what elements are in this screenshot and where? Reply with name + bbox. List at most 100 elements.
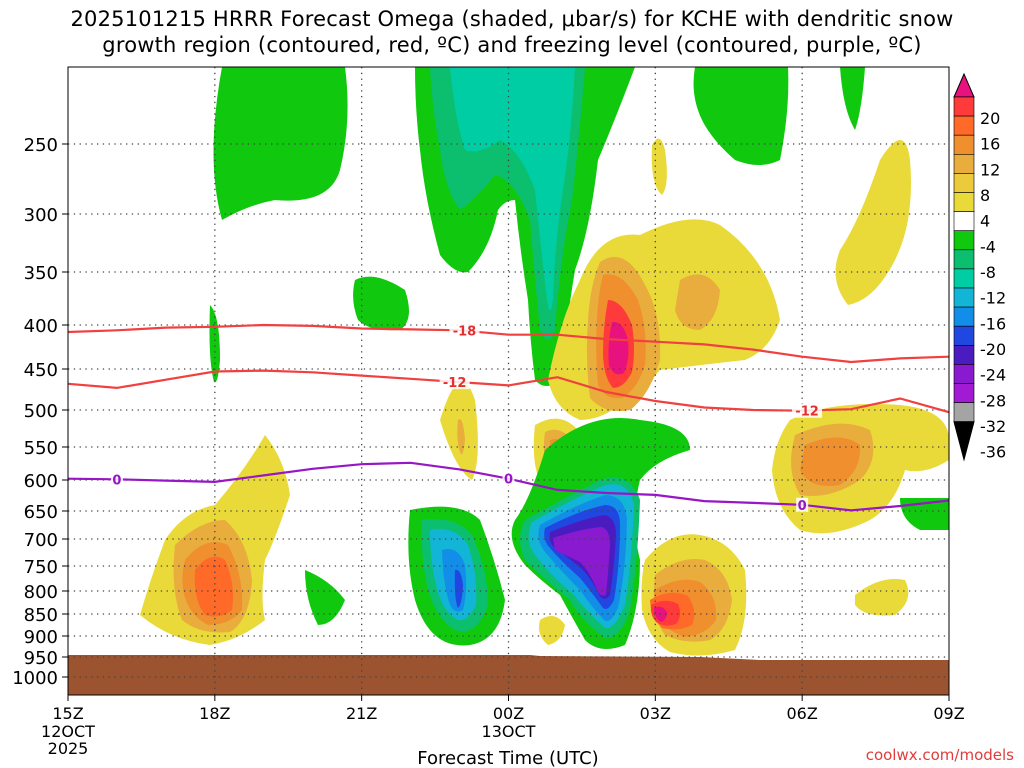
- x-tick-label: 09Z: [933, 704, 964, 723]
- contour-label: -12: [443, 376, 467, 391]
- omega-region-7: [693, 67, 789, 165]
- y-tick-label: 950: [24, 648, 58, 669]
- contour-label: -12: [795, 405, 819, 420]
- x-axis-label: Forecast Time (UTC): [417, 748, 598, 768]
- omega-shading: [140, 67, 949, 656]
- y-tick-label: 500: [24, 401, 58, 422]
- ground-below-surface: [68, 655, 949, 695]
- contour-label: -18: [453, 324, 477, 339]
- colorbar-bottom-arrow: [953, 421, 975, 462]
- x-tick-label: 21Z: [346, 704, 377, 723]
- colorbar-label: -28: [980, 391, 1006, 410]
- omega-region-1: [213, 67, 348, 220]
- y-tick-label: 750: [24, 557, 58, 578]
- colorbar-swatch: [953, 173, 975, 193]
- colorbar-label: 8: [980, 186, 990, 205]
- colorbar-label: 16: [980, 135, 1000, 154]
- title-line-1: 2025101215 HRRR Forecast Omega (shaded, …: [70, 7, 954, 31]
- colorbar-label: -4: [980, 237, 996, 256]
- colorbar-swatch: [953, 268, 975, 289]
- y-tick-label: 450: [24, 360, 58, 381]
- contour-label-bg-1: [449, 323, 480, 338]
- colorbar-swatch: [953, 344, 975, 365]
- colorbar-swatch: [953, 192, 975, 212]
- colorbar-swatch: [953, 383, 975, 403]
- contour-label-bg-5: [502, 471, 515, 486]
- x-tick-label: 03Z: [640, 704, 671, 723]
- omega-region-10: [450, 67, 575, 310]
- omega-region-18: [608, 321, 629, 375]
- colorbar-swatch: [953, 402, 975, 423]
- contour-label: 0: [504, 473, 513, 488]
- colorbar-label: -36: [980, 443, 1006, 462]
- colorbar-label: -20: [980, 340, 1006, 359]
- colorbar-swatch: [953, 211, 975, 232]
- colorbar-swatch: [953, 115, 975, 136]
- colorbar-label: -24: [980, 366, 1006, 385]
- omega-region-51: [855, 579, 909, 616]
- colorbar-legend: 20 16 12 8 4 -4 -8 -12 -16 -20 -24 -28 -32 -36: [953, 72, 1006, 462]
- omega-region-20: [457, 419, 465, 455]
- x-tick-sublabel-2: 2025: [48, 739, 89, 758]
- omega-region-2: [353, 276, 409, 331]
- grid-lines: [68, 67, 949, 695]
- omega-region-6: [900, 498, 949, 530]
- colorbar-label: 4: [980, 212, 990, 231]
- omega-region-23: [800, 437, 861, 486]
- x-tick-label: 18Z: [199, 704, 230, 723]
- y-tick-label: 550: [24, 438, 58, 459]
- contour-label-bg-6: [796, 497, 809, 512]
- contour-label: 0: [798, 499, 807, 514]
- colorbar-swatch: [953, 154, 975, 174]
- colorbar-swatch: [953, 134, 975, 155]
- pressure-axis: 2503003504004505005506006507007508008509…: [12, 135, 68, 689]
- omega-region-5: [840, 67, 865, 130]
- credit-text[interactable]: coolwx.com/models: [865, 746, 1014, 764]
- y-tick-label: 650: [24, 502, 58, 523]
- y-tick-label: 350: [24, 263, 58, 284]
- omega-region-35: [553, 527, 610, 596]
- y-tick-label: 250: [24, 135, 58, 156]
- omega-region-12: [835, 140, 911, 305]
- y-tick-label: 1000: [12, 668, 58, 689]
- colorbar-swatch: [953, 325, 975, 346]
- y-tick-label: 600: [24, 471, 58, 492]
- contour-line-1: [68, 323, 949, 364]
- colorbar-swatch: [953, 249, 975, 270]
- omega-region-50: [539, 616, 565, 645]
- y-tick-label: 850: [24, 605, 58, 626]
- colorbar-swatch: [953, 287, 975, 308]
- omega-region-4: [305, 570, 345, 625]
- colorbar-swatch: [953, 230, 975, 251]
- omega-region-39: [454, 569, 463, 608]
- y-tick-label: 800: [24, 582, 58, 603]
- chart-title: 2025101215 HRRR Forecast Omega (shaded, …: [0, 6, 1024, 58]
- contour-label-bg-2: [439, 375, 470, 390]
- x-tick-label: 15Z: [52, 704, 83, 723]
- colorbar-label: 12: [980, 160, 1000, 179]
- omega-region-15: [675, 274, 720, 330]
- y-tick-label: 900: [24, 627, 58, 648]
- colorbar-label: -12: [980, 289, 1006, 308]
- omega-region-3: [209, 305, 220, 383]
- colorbar-label: -16: [980, 314, 1006, 333]
- colorbar-label: 20: [980, 109, 1000, 128]
- omega-region-13: [651, 138, 667, 195]
- omega-region-43: [194, 556, 234, 617]
- colorbar-swatch: [953, 306, 975, 327]
- x-tick-label: 00Z: [493, 704, 524, 723]
- colorbar-label: -8: [980, 263, 996, 282]
- x-tick-sublabel: 12OCT: [41, 722, 95, 741]
- colorbar-swatch: [953, 96, 975, 117]
- y-tick-label: 400: [24, 316, 58, 337]
- ground-fill: [68, 655, 949, 695]
- omega-region-11: [548, 219, 780, 420]
- temperature-contours: -18 -12 -12 0 0 0: [68, 323, 949, 514]
- contour-label-bg-4: [110, 472, 123, 487]
- contour-label: 0: [112, 473, 121, 488]
- y-tick-label: 700: [24, 530, 58, 551]
- y-tick-label: 300: [24, 205, 58, 226]
- x-tick-sublabel: 13OCT: [482, 722, 536, 741]
